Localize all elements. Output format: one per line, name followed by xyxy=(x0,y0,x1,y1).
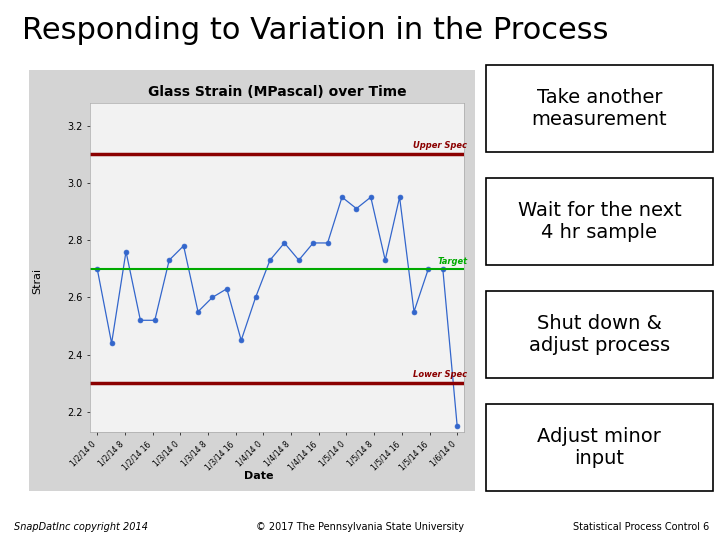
Text: © 2017 The Pennsylvania State University: © 2017 The Pennsylvania State University xyxy=(256,522,464,532)
Text: Target: Target xyxy=(437,257,467,266)
Text: Strai: Strai xyxy=(32,268,42,294)
Text: Upper Spec: Upper Spec xyxy=(413,141,467,150)
Text: Date: Date xyxy=(245,470,274,481)
Text: Take another
measurement: Take another measurement xyxy=(531,88,667,129)
Text: Shut down &
adjust process: Shut down & adjust process xyxy=(528,314,670,355)
Text: Adjust minor
input: Adjust minor input xyxy=(537,427,662,468)
Text: Lower Spec: Lower Spec xyxy=(413,370,467,379)
Text: Responding to Variation in the Process: Responding to Variation in the Process xyxy=(22,16,608,45)
Text: Wait for the next
4 hr sample: Wait for the next 4 hr sample xyxy=(518,201,681,242)
Text: Statistical Process Control 6: Statistical Process Control 6 xyxy=(573,522,709,532)
Title: Glass Strain (MPascal) over Time: Glass Strain (MPascal) over Time xyxy=(148,85,407,99)
Text: SnapDatInc copyright 2014: SnapDatInc copyright 2014 xyxy=(14,522,148,532)
